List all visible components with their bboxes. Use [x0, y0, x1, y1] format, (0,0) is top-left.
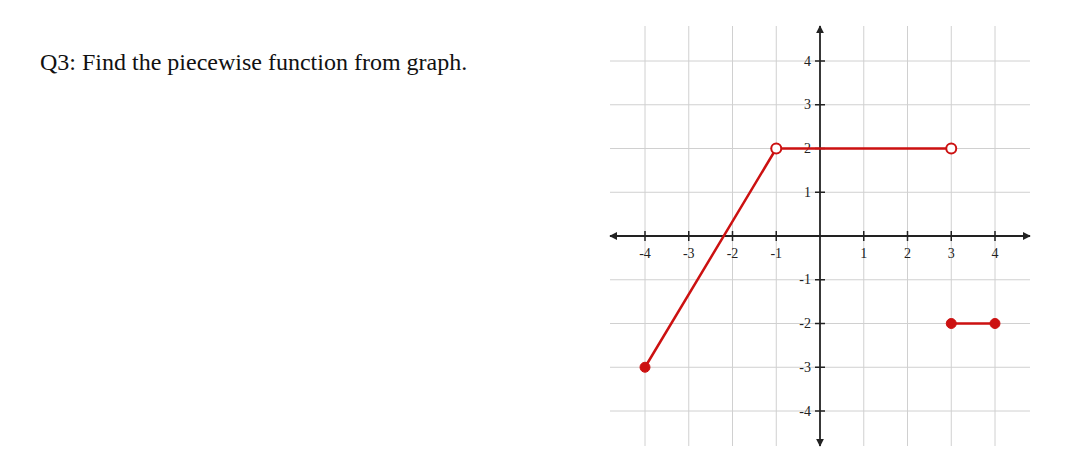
x-tick-label: 4 [992, 246, 999, 261]
x-tick [644, 231, 646, 241]
x-tick [688, 231, 690, 241]
y-tick-label: 3 [804, 97, 811, 112]
grid-line-y [610, 411, 1030, 412]
grid-line-x [776, 26, 777, 446]
x-tick-label: -3 [683, 246, 695, 261]
y-tick [815, 192, 825, 194]
grid-line-x [951, 26, 952, 446]
filled-dot [771, 144, 781, 154]
axes [610, 26, 1030, 446]
title: Q3: Find the piecewise function from gra… [40, 49, 467, 75]
filled-dot [990, 319, 1000, 329]
grid [610, 26, 1030, 446]
y-tick [815, 60, 825, 62]
x-tick-label: 3 [948, 246, 955, 261]
open-dot [771, 144, 781, 154]
y-axis-line [819, 26, 821, 446]
filled-dot [640, 362, 650, 372]
chart-root: Q3: Find the piecewise function from gra… [0, 0, 1080, 472]
grid-line-y [610, 148, 1030, 149]
grid-line-y [610, 192, 1030, 193]
grid-line-x [645, 26, 646, 446]
x-tick-label: 1 [860, 246, 867, 261]
y-tick [815, 279, 825, 281]
x-tick-label: -4 [639, 246, 651, 261]
y-tick-label: -3 [799, 360, 811, 375]
y-tick-label: -2 [799, 316, 811, 331]
grid-line-y [610, 279, 1030, 280]
x-tick-label: -2 [727, 246, 739, 261]
open-dot [946, 144, 956, 154]
grid-line-x [732, 26, 733, 446]
x-tick [907, 231, 909, 241]
y-tick [815, 410, 825, 412]
grid-line-x [907, 26, 908, 446]
grid-line-y [610, 61, 1030, 62]
segment [951, 322, 995, 325]
y-tick [815, 367, 825, 369]
grid-line-x [995, 26, 996, 446]
y-tick [815, 323, 825, 325]
y-tick-label: -4 [799, 404, 811, 419]
series-group [640, 144, 1000, 373]
grid-line-x [863, 26, 864, 446]
grid-line-y [610, 323, 1030, 324]
ticks: -4-3-2-11234-4-3-2-11234 [639, 54, 998, 419]
y-tick [815, 104, 825, 106]
y-tick-label: -1 [799, 272, 811, 287]
x-tick-label: 2 [904, 246, 911, 261]
grid-line-x [688, 26, 689, 446]
grid-line-y [610, 104, 1030, 105]
x-tick-label: -1 [770, 246, 782, 261]
y-tick-label: 4 [804, 54, 811, 69]
filled-dot [946, 319, 956, 329]
y-tick-label: 1 [804, 185, 811, 200]
segment [776, 147, 951, 150]
x-tick [863, 231, 865, 241]
segment [645, 149, 776, 368]
grid-line-y [610, 367, 1030, 368]
x-tick [951, 231, 953, 241]
x-tick [732, 231, 734, 241]
x-tick [776, 231, 778, 241]
x-tick [994, 231, 996, 241]
